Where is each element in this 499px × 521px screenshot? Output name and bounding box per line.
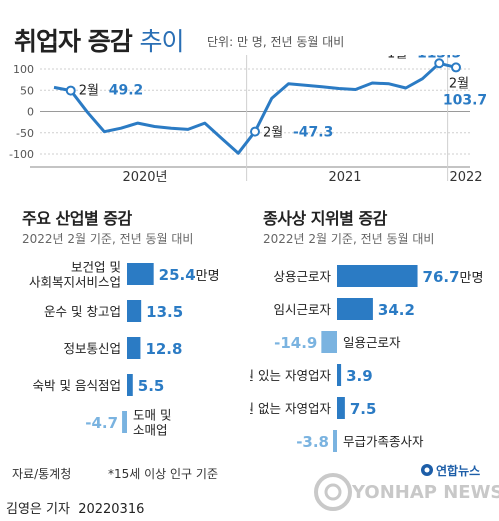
bar bbox=[337, 265, 418, 287]
bar-value-label: -4.7 bbox=[85, 414, 118, 432]
x-label-2022: 2022 bbox=[449, 170, 482, 185]
source-label: 자료/통계청 bbox=[12, 467, 72, 481]
y-tick-label: 50 bbox=[20, 84, 34, 97]
bar-value-label: 3.9 bbox=[346, 367, 373, 385]
category-label: 일용근로자 bbox=[343, 335, 401, 350]
category-label: 소매업 bbox=[133, 423, 168, 438]
bar-value-label: 12.8 bbox=[145, 340, 182, 358]
series-line bbox=[53, 61, 457, 155]
annotation-label: 2월 bbox=[449, 76, 469, 91]
annotation-label: 1월 bbox=[387, 55, 407, 61]
bar bbox=[127, 300, 142, 322]
page-title: 취업자 증감 추이 bbox=[14, 22, 184, 58]
bar-value-label: 7.5 bbox=[350, 400, 377, 418]
status-bar-chart: 76.7만명 상용근로자 34.2 임시근로자 -14.9 일용근로자 3.9 고용원 있는 … bbox=[250, 265, 484, 452]
category-label: 도매 및 bbox=[133, 408, 171, 423]
y-tick-label: 100 bbox=[13, 63, 34, 76]
annotation-value: 49.2 bbox=[109, 83, 144, 99]
annotation-label: 2월 bbox=[79, 84, 99, 99]
category-label: 숙박 및 음식점업 bbox=[33, 378, 121, 393]
category-label: 무급가족종사자 bbox=[343, 434, 424, 449]
status-chart-title: 종사상 지위별 증감 bbox=[263, 209, 387, 228]
category-label: 사회복지서비스업 bbox=[29, 275, 121, 290]
yonhap-mini-icon bbox=[420, 462, 434, 481]
line-chart: 100 50 0 -50 -100 2020년 2021 2022 2월 49.2 2월 -47.3 1… bbox=[9, 55, 487, 185]
industry-chart-subtitle: 2022년 2월 기준, 전년 동월 대비 bbox=[22, 232, 194, 246]
unit-label: 단위: 만 명, 전년 동월 대비 bbox=[207, 35, 345, 49]
author-text: 김영은 기자 bbox=[6, 502, 70, 517]
bar-value-label: 34.2 bbox=[378, 301, 415, 319]
y-tick-label: 0 bbox=[27, 106, 34, 119]
annotation-label: 2월 bbox=[263, 126, 283, 141]
category-label: 임시근로자 bbox=[273, 302, 331, 317]
bar bbox=[337, 397, 345, 419]
logo-korean: 연합뉴스 bbox=[436, 464, 481, 478]
yonhap-logo-icon bbox=[314, 473, 352, 511]
bar-value-label: -3.8 bbox=[296, 433, 329, 451]
bar bbox=[127, 337, 141, 359]
y-tick-label: -100 bbox=[9, 148, 34, 161]
bar-unit-label: 만명 bbox=[460, 271, 484, 286]
bar bbox=[122, 411, 127, 433]
bar bbox=[333, 430, 337, 452]
category-label: 고용원 없는 자영업자 bbox=[250, 401, 331, 416]
bar bbox=[337, 364, 342, 386]
date-text: 20220316 bbox=[78, 502, 145, 517]
logo-english: YONHAP NEWS bbox=[352, 482, 499, 503]
x-label-2021: 2021 bbox=[328, 170, 361, 185]
industry-chart-title: 주요 산업별 증감 bbox=[22, 209, 132, 228]
bar bbox=[127, 374, 133, 396]
bar-value-label: 13.5 bbox=[146, 303, 183, 321]
annotation-value: 103.7 bbox=[443, 92, 487, 108]
annotation-value: -47.3 bbox=[293, 125, 333, 141]
data-point bbox=[434, 58, 445, 69]
data-point bbox=[451, 62, 461, 73]
bar-value-label: -14.9 bbox=[274, 334, 317, 352]
bar-value-label: 5.5 bbox=[138, 377, 165, 395]
category-label: 정보통신업 bbox=[63, 341, 121, 356]
x-label-2020: 2020년 bbox=[122, 170, 167, 185]
author-name: 김영은 기자 20220316 bbox=[6, 498, 144, 517]
y-tick-label: -50 bbox=[16, 127, 34, 140]
bar-value-label: 76.7만명 bbox=[423, 268, 484, 286]
note-label: *15세 이상 인구 기준 bbox=[108, 467, 218, 481]
bar bbox=[127, 263, 154, 285]
category-label: 운수 및 창고업 bbox=[44, 304, 121, 319]
bar bbox=[337, 298, 373, 320]
bar-unit-label: 만명 bbox=[196, 269, 220, 284]
category-label: 보건업 및 bbox=[71, 260, 121, 275]
bar bbox=[321, 331, 337, 353]
bar-value-label: 25.4만명 bbox=[159, 266, 220, 284]
category-label: 고용원 있는 자영업자 bbox=[250, 368, 331, 383]
annotation-value: 113.5 bbox=[417, 55, 461, 61]
category-label: 상용근로자 bbox=[273, 269, 331, 284]
title-main: 취업자 증감 bbox=[14, 27, 133, 56]
status-chart-subtitle: 2022년 2월 기준, 전년 동월 대비 bbox=[263, 232, 435, 246]
data-point bbox=[250, 126, 260, 137]
data-point bbox=[65, 85, 76, 96]
title-sub: 추이 bbox=[139, 27, 184, 56]
